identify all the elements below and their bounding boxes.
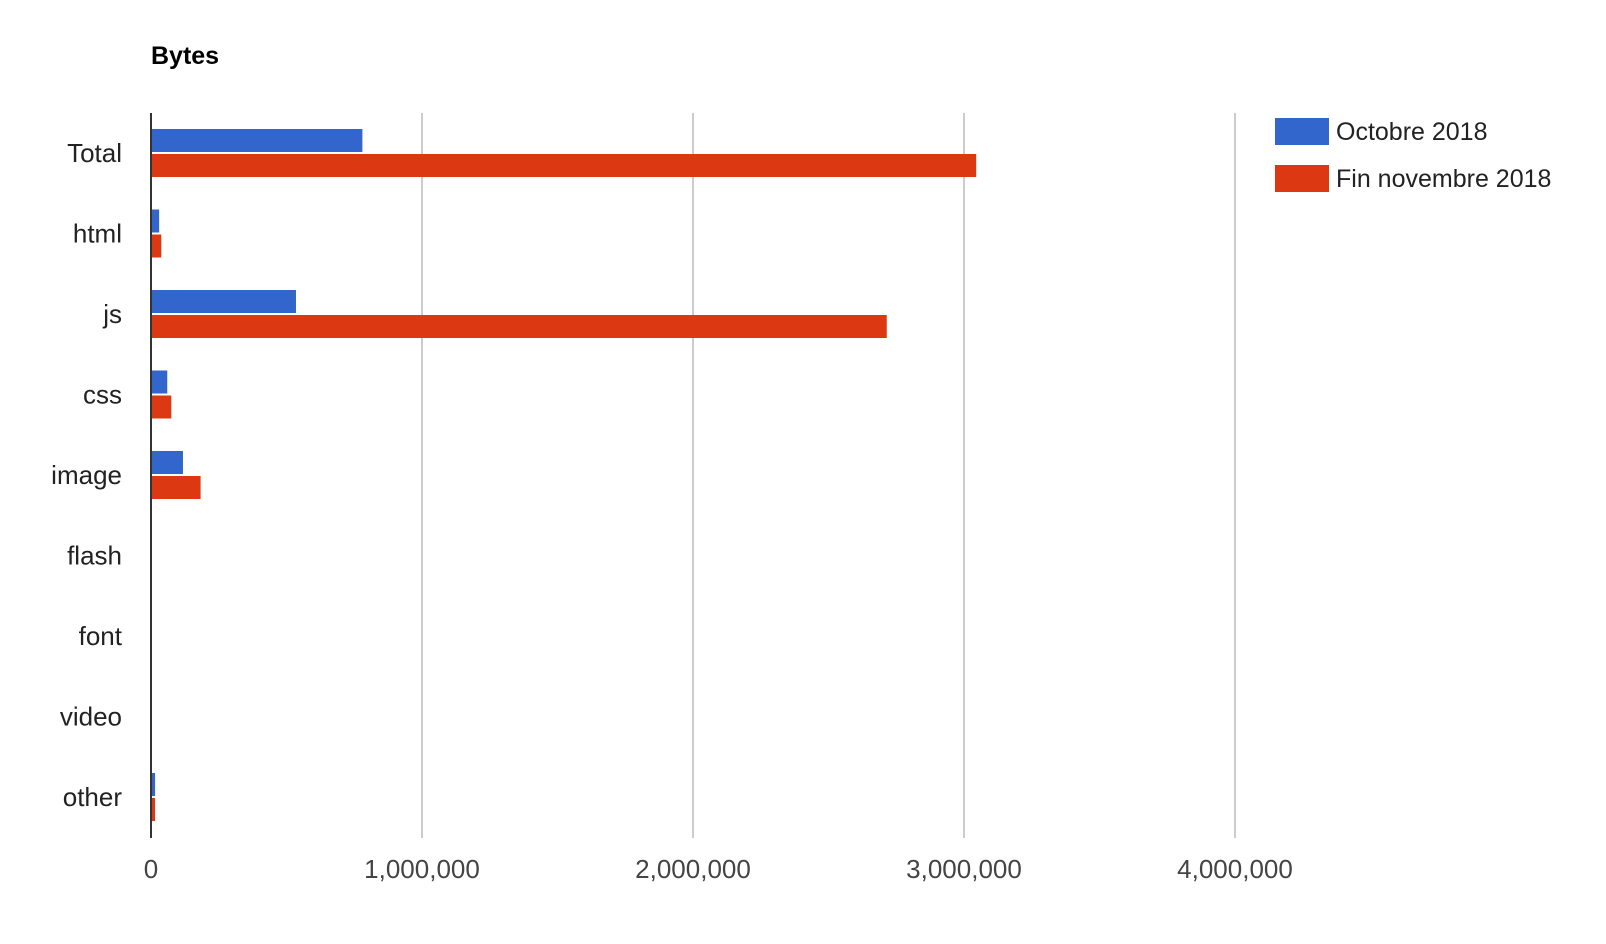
bar-css-series-0 [151,370,168,394]
legend-swatch-1 [1275,165,1329,192]
x-tick-label-1: 1,000,000 [364,854,480,884]
category-label-html: html [73,219,122,249]
category-label-Total: Total [67,138,122,168]
category-label-css: css [83,380,122,410]
bar-html-series-1 [151,234,162,258]
chart-title: Bytes [151,42,219,70]
gridlines [421,113,1236,838]
category-labels: Total html js css image flash font video other [51,138,123,812]
bar-image-series-0 [151,451,183,474]
category-label-other: other [63,782,123,812]
bar-css-series-1 [151,395,172,419]
legend-label-0: Octobre 2018 [1336,118,1488,146]
x-tick-label-4: 4,000,000 [1177,854,1293,884]
bar-image-series-1 [151,476,201,499]
bar-js-series-1 [151,315,887,338]
x-tick-label-0: 0 [144,854,158,884]
legend-swatch-0 [1275,118,1329,145]
category-label-image: image [51,460,122,490]
category-label-flash: flash [67,541,122,571]
category-label-js: js [102,299,122,329]
bar-js-series-0 [151,290,296,313]
bar-other-series-0 [151,773,156,796]
legend: Octobre 2018 Fin novembre 2018 [1275,118,1551,193]
bar-Total-series-1 [151,154,977,177]
bar-html-series-0 [151,209,160,233]
bars [151,129,977,821]
category-label-video: video [60,702,122,732]
bar-other-series-1 [151,798,156,821]
bar-Total-series-0 [151,129,363,152]
legend-label-1: Fin novembre 2018 [1336,165,1551,193]
x-tick-label-2: 2,000,000 [635,854,751,884]
x-tick-labels: 0 1,000,000 2,000,000 3,000,000 4,000,000 [144,854,1293,884]
category-label-font: font [79,621,123,651]
x-tick-label-3: 3,000,000 [906,854,1022,884]
